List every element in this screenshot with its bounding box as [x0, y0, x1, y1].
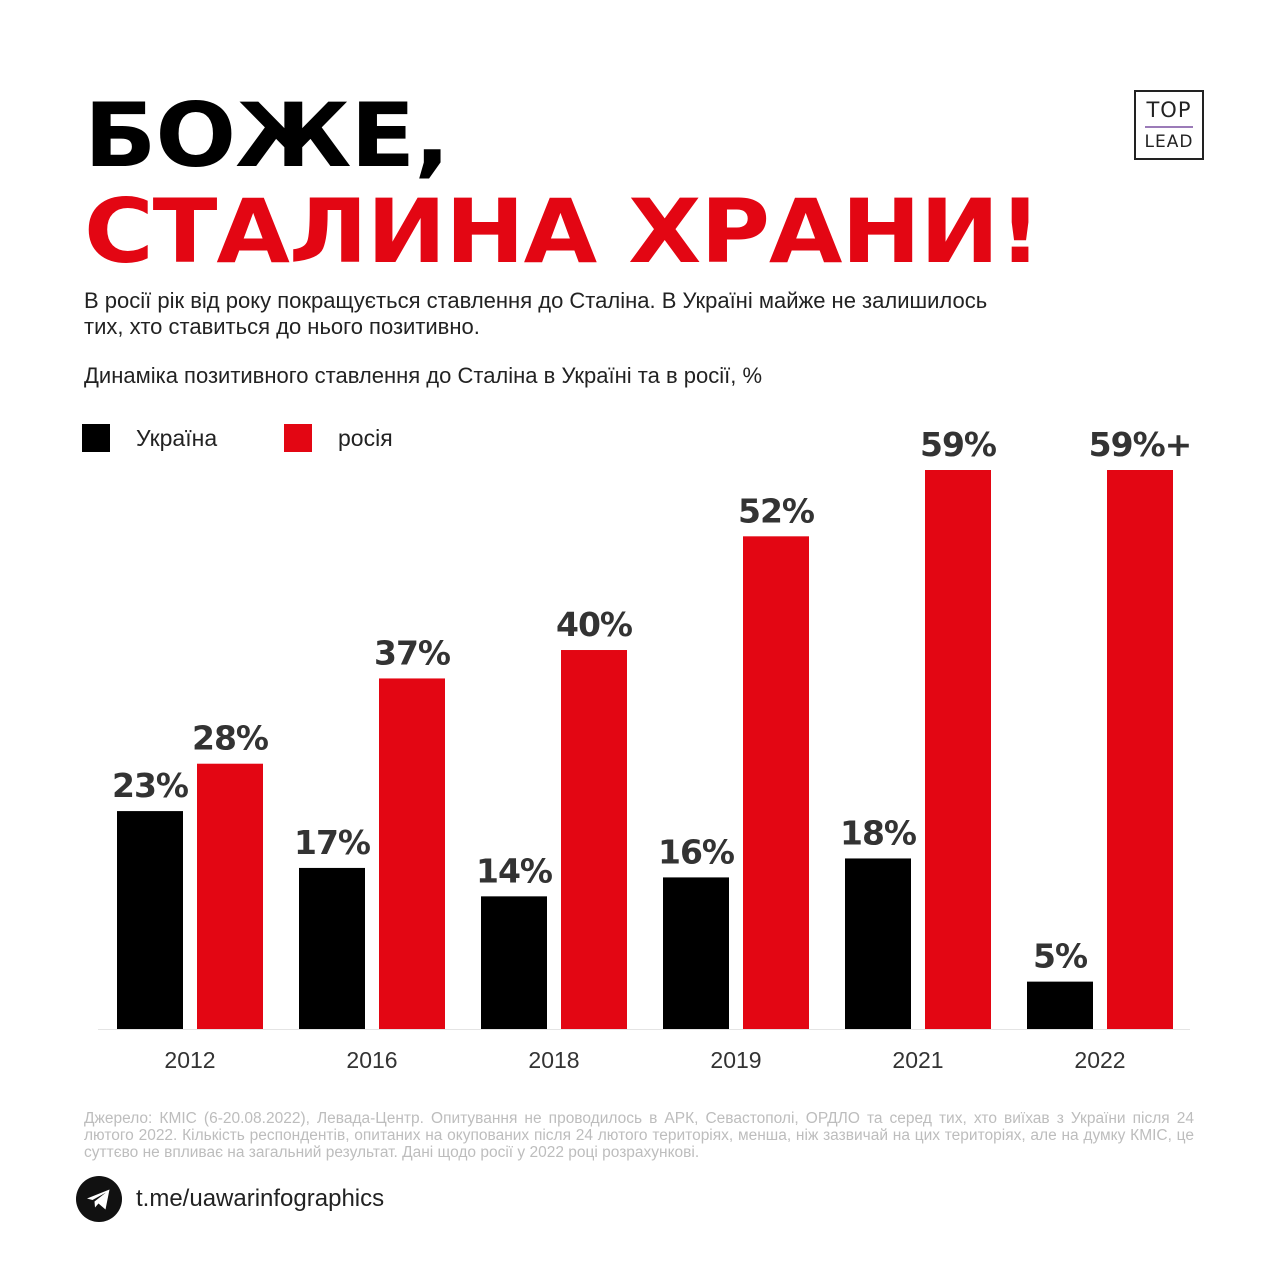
bar-ukraine-2018: [481, 896, 547, 1029]
data-label-ukraine-2019: 16%: [658, 832, 735, 871]
legend-swatch-ukraine: [82, 424, 110, 452]
data-label-ukraine-2022: 5%: [1033, 937, 1088, 976]
data-label-ukraine-2012: 23%: [112, 766, 189, 805]
bar-ukraine-2016: [299, 867, 365, 1029]
x-tick-label-2022: 2022: [1074, 1047, 1125, 1073]
data-label-ukraine-2018: 14%: [476, 851, 553, 890]
x-tick-label-2012: 2012: [164, 1047, 215, 1073]
data-label-ukraine-2021: 18%: [840, 813, 917, 852]
data-label-ukraine-2016: 17%: [294, 823, 371, 862]
data-label-russia-2021: 59%: [920, 425, 997, 464]
telegram-icon: [76, 1176, 122, 1222]
bar-ukraine-2022: [1027, 981, 1093, 1029]
channel-link[interactable]: t.me/uawarinfographics: [136, 1185, 385, 1212]
title-line-1: БОЖЕ,: [84, 84, 450, 187]
logo-divider: [1145, 125, 1193, 128]
title-line-2: СТАЛИНА ХРАНИ!: [84, 180, 1042, 283]
legend-item-ukraine: Україна: [82, 424, 217, 452]
bar-ukraine-2019: [663, 877, 729, 1029]
data-label-russia-2022: 59%+: [1089, 425, 1192, 464]
x-tick-label-2021: 2021: [892, 1047, 943, 1073]
bar-russia-2018: [561, 650, 627, 1029]
bar-ukraine-2012: [117, 811, 183, 1029]
x-tick-label-2018: 2018: [528, 1047, 579, 1073]
bar-russia-2019: [743, 536, 809, 1029]
logo-bottom-text: LEAD: [1144, 131, 1194, 152]
bar-ukraine-2021: [845, 858, 911, 1029]
subtitle: В росії рік від року покращується ставле…: [84, 288, 988, 339]
legend-item-russia: росія: [284, 424, 393, 452]
data-label-russia-2012: 28%: [192, 719, 269, 758]
legend-swatch-russia: [284, 424, 312, 452]
legend-label-russia: росія: [338, 424, 393, 451]
source-note: Джерело: КМІС (6-20.08.2022), Левада-Цен…: [84, 1110, 1194, 1161]
legend-label-ukraine: Україна: [136, 424, 218, 451]
top-lead-logo: TOP LEAD: [1134, 90, 1204, 160]
data-label-russia-2018: 40%: [556, 605, 633, 644]
chart-caption: Динаміка позитивного ставлення до Сталін…: [84, 363, 763, 388]
x-tick-label-2016: 2016: [346, 1047, 397, 1073]
bar-russia-2016: [379, 678, 445, 1029]
logo-top-text: TOP: [1146, 97, 1192, 122]
data-label-russia-2019: 52%: [738, 491, 815, 530]
data-label-russia-2016: 37%: [374, 633, 451, 672]
bar-russia-2012: [197, 763, 263, 1029]
bar-chart: 23%28% 2012 17% 37% 2016 14% 40% 2018 16% 52% 2019…: [98, 425, 1192, 1073]
x-tick-label-2019: 2019: [710, 1047, 761, 1073]
bar-russia-2022: [1107, 470, 1173, 1029]
bar-russia-2021: [925, 470, 991, 1029]
